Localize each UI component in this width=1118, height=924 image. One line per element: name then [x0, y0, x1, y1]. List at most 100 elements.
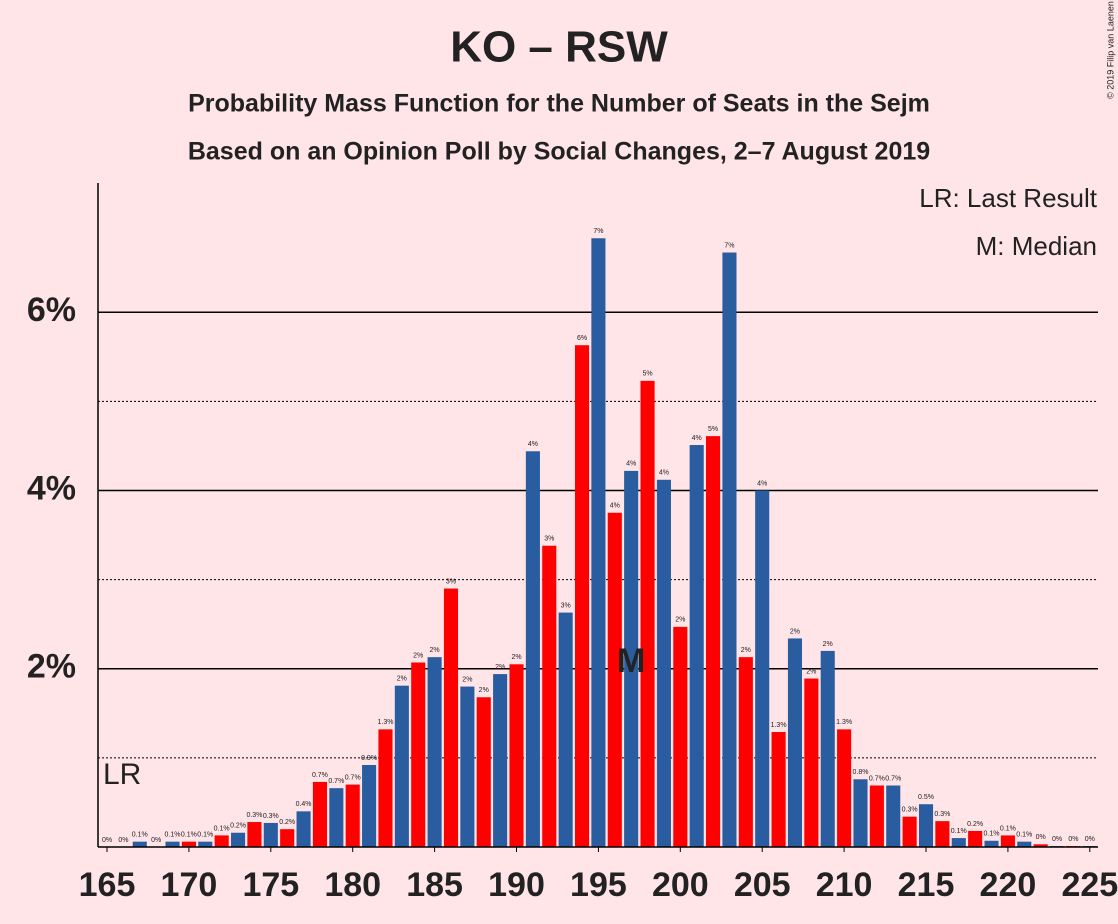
bar: [411, 662, 426, 847]
x-tick-label: 205: [734, 866, 791, 904]
bar: [886, 785, 901, 847]
value-label: 2%: [413, 652, 423, 659]
value-label: 2%: [675, 617, 685, 624]
bar: [280, 829, 295, 847]
value-label: 0.7%: [328, 778, 344, 785]
value-label: 5%: [708, 426, 718, 433]
bar: [493, 674, 508, 847]
value-label: 4%: [610, 503, 620, 510]
bar: [296, 811, 311, 847]
value-label: 0.9%: [361, 755, 377, 762]
value-label: 0%: [151, 837, 161, 844]
bar: [984, 840, 999, 847]
value-label: 0.1%: [181, 831, 197, 838]
bar: [378, 729, 393, 847]
x-tick-label: 210: [816, 866, 873, 904]
bar: [231, 832, 246, 847]
bar: [935, 821, 950, 847]
bar: [132, 841, 147, 847]
x-tick-label: 165: [79, 866, 136, 904]
bar: [198, 841, 213, 847]
value-label: 2%: [823, 641, 833, 648]
bar: [247, 822, 262, 847]
value-label: 5%: [642, 371, 652, 378]
x-tick-label: 225: [1061, 866, 1118, 904]
value-label: 0.1%: [165, 831, 181, 838]
bar: [558, 612, 573, 847]
value-label: 2%: [479, 687, 489, 694]
copyright: © 2019 Filip van Laenen: [1105, 1, 1115, 99]
x-tick-label: 175: [242, 866, 299, 904]
bar: [951, 838, 966, 847]
value-label: 1.3%: [836, 719, 852, 726]
bar: [394, 685, 409, 847]
bar: [689, 445, 704, 847]
bar: [673, 626, 688, 847]
value-label: 0.7%: [345, 774, 361, 781]
value-label: 4%: [626, 461, 636, 468]
value-label: 0.2%: [967, 821, 983, 828]
value-label: 0.1%: [197, 831, 213, 838]
value-label: 4%: [528, 441, 538, 448]
value-label: 0%: [118, 837, 128, 844]
bar: [968, 830, 983, 847]
value-label: 1.3%: [771, 722, 787, 729]
value-label: 0.1%: [984, 831, 1000, 838]
bar: [542, 545, 557, 847]
value-label: 0.2%: [230, 823, 246, 830]
bar: [1033, 844, 1048, 847]
value-label: 2%: [806, 668, 816, 675]
y-tick-label: 4%: [27, 469, 76, 507]
bar: [918, 804, 934, 847]
bar: [509, 664, 524, 847]
y-tick-label: 6%: [27, 291, 76, 329]
value-label: 0.2%: [279, 819, 295, 826]
bar: [624, 470, 639, 847]
value-label: 6%: [577, 335, 587, 342]
bar: [656, 479, 671, 847]
value-label: 2%: [462, 676, 472, 683]
value-label: 0.8%: [853, 769, 869, 776]
value-label: 0.7%: [869, 775, 885, 782]
y-tick-label: 2%: [27, 648, 76, 686]
value-label: 0%: [1052, 836, 1062, 843]
bar: [755, 490, 770, 847]
value-label: 4%: [692, 435, 702, 442]
x-tick-label: 170: [161, 866, 218, 904]
value-label: 0%: [1068, 836, 1078, 843]
x-tick-label: 185: [406, 866, 463, 904]
bar: [722, 252, 737, 847]
value-label: 0%: [1085, 836, 1095, 843]
value-label: 4%: [757, 480, 767, 487]
value-label: 2%: [397, 676, 407, 683]
value-label: 0.7%: [885, 775, 901, 782]
x-tick-label: 215: [898, 866, 955, 904]
chart-subtitle: Probability Mass Function for the Number…: [188, 90, 930, 118]
value-label: 0.1%: [951, 828, 967, 835]
x-tick-label: 195: [570, 866, 627, 904]
x-tick-label: 220: [980, 866, 1037, 904]
value-label: 7%: [724, 242, 734, 249]
bar: [706, 436, 721, 847]
bar: [640, 380, 655, 847]
bar: [738, 657, 753, 847]
x-tick-label: 180: [324, 866, 381, 904]
x-tick-label: 200: [652, 866, 709, 904]
value-label: 2%: [741, 647, 751, 654]
bar: [165, 841, 180, 847]
bar: [443, 588, 459, 847]
value-label: 0.1%: [132, 831, 148, 838]
x-tick-label: 190: [488, 866, 545, 904]
value-label: 2%: [495, 664, 505, 671]
bar: [263, 822, 278, 847]
bar: [837, 729, 852, 847]
bar: [853, 779, 868, 847]
legend-entry: M: Median: [976, 231, 1097, 261]
bar: [329, 788, 344, 847]
bar: [902, 816, 917, 847]
bar: [476, 697, 491, 847]
value-label: 3%: [561, 602, 571, 609]
bar: [771, 732, 786, 847]
bar: [345, 784, 360, 847]
value-label: 0%: [1036, 834, 1046, 841]
